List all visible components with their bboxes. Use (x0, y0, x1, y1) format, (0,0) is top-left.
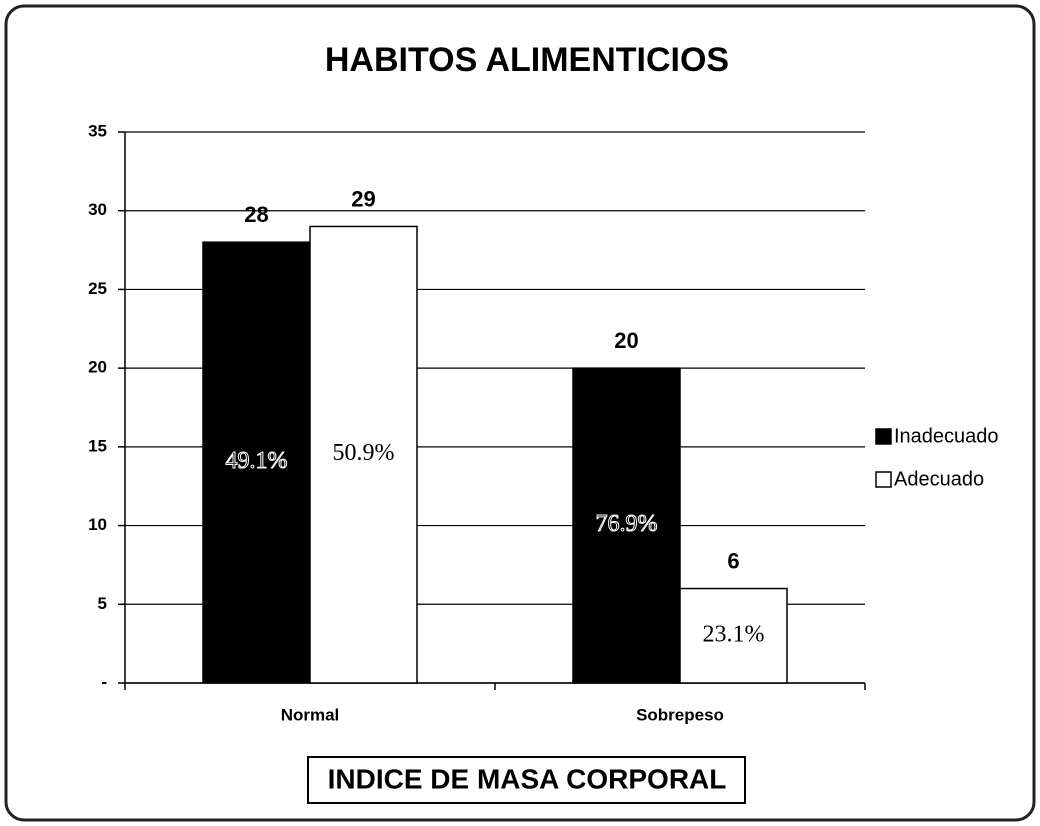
y-tick-label: 10 (88, 515, 107, 534)
data-label: 6 (727, 548, 739, 573)
x-tick-label: Sobrepeso (636, 705, 724, 724)
percent-label: 50.9% (333, 440, 395, 466)
y-tick-label: 25 (88, 279, 107, 298)
y-tick-label: 20 (88, 358, 107, 377)
legend-swatch (875, 428, 892, 445)
data-label: 20 (614, 328, 638, 353)
y-tick-label: - (101, 672, 107, 691)
bar (572, 367, 681, 684)
legend-swatch (875, 471, 892, 488)
chart-frame (4, 4, 1036, 822)
percent-label: 23.1% (703, 621, 765, 647)
data-label: 28 (244, 202, 268, 227)
legend-label: Inadecuado (894, 425, 999, 447)
x-axis-label: INDICE DE MASA CORPORAL (328, 763, 727, 794)
x-label-box (307, 756, 746, 804)
y-tick-label: 5 (98, 594, 107, 613)
data-label: 29 (351, 186, 375, 211)
y-tick-label: 30 (88, 200, 107, 219)
chart-title: HABITOS ALIMENTICIOS (325, 41, 729, 79)
y-tick-label: 35 (88, 121, 107, 140)
y-tick-label: 15 (88, 436, 107, 455)
bar (309, 225, 418, 684)
legend-label: Adecuado (894, 468, 984, 490)
x-tick-label: Normal (281, 705, 340, 724)
percent-label: 76.9% (596, 511, 658, 537)
bar (679, 587, 788, 684)
percent-label: 49.1% (226, 448, 288, 474)
